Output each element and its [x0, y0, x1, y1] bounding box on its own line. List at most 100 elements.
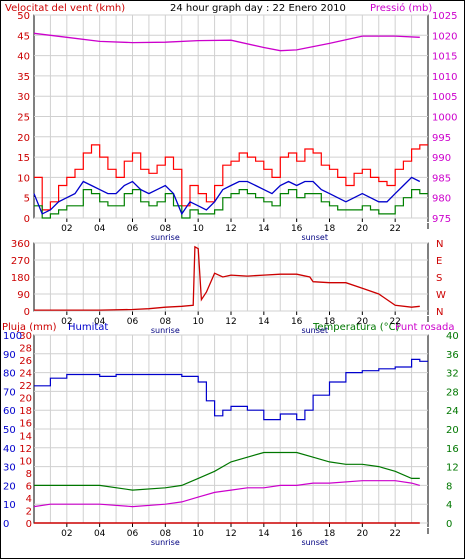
- sunset-label: sunset: [301, 233, 328, 242]
- humidity-tick-label: 50: [3, 425, 16, 436]
- x-tick-label: 08: [160, 224, 172, 234]
- humidity-axis-label: Humitat: [68, 322, 108, 333]
- y-tick-label-left: 15: [17, 153, 30, 164]
- x-tick-label: 18: [324, 529, 336, 539]
- x-tick-label: 12: [225, 317, 236, 327]
- wind-direction-series: [34, 245, 420, 311]
- rain-tick-label: 26: [19, 356, 32, 367]
- rain-tick-label: 10: [19, 456, 32, 467]
- y-tick-label-left: 45: [17, 31, 30, 42]
- sunrise-label: sunrise: [151, 538, 180, 547]
- x-tick-label: 06: [127, 317, 139, 327]
- y-tick-label-left: 25: [17, 113, 30, 124]
- humidity-series: [34, 358, 428, 421]
- rain-tick-label: 12: [19, 444, 32, 455]
- rain-axis-label: Pluja (mm): [2, 322, 57, 333]
- x-tick-label: 22: [389, 317, 400, 327]
- x-tick-label: 04: [94, 224, 106, 234]
- temperature-tick-label: 16: [446, 444, 459, 455]
- x-tick-label: 02: [61, 317, 72, 327]
- rain-tick-label: 4: [26, 494, 32, 505]
- humidity-tick-label: 30: [3, 463, 16, 474]
- y-tick-label-left: 360: [11, 239, 30, 250]
- y-tick-label-right: 1010: [432, 72, 457, 83]
- x-tick-label: 12: [225, 224, 236, 234]
- y-tick-label-left: 90: [17, 290, 30, 301]
- humidity-tick-label: 10: [3, 500, 16, 511]
- wind-low-series: [34, 189, 428, 219]
- x-tick-label: 16: [291, 317, 303, 327]
- wind-average-series: [33, 176, 421, 216]
- temperature-tick-label: 28: [446, 387, 459, 398]
- temperature-tick-label: 12: [446, 463, 459, 474]
- temperature-tick-label: 0: [446, 519, 452, 530]
- humidity-tick-label: 40: [3, 444, 16, 455]
- sunrise-label: sunrise: [151, 326, 180, 335]
- y-tick-label-right: 1000: [432, 113, 457, 124]
- temperature-tick-label: 40: [446, 331, 459, 342]
- compass-label: N: [436, 307, 443, 318]
- wind-direction-panel: 02 04 06 08 10 12 14 16 18 20 22 sunrise sunset 0 90 18…: [11, 239, 446, 335]
- wind-gust-series: [34, 144, 428, 211]
- y-tick-label-right: 975: [432, 214, 451, 225]
- dewpoint-axis-label: Punt rosada: [395, 322, 454, 333]
- rain-tick-label: 22: [19, 381, 32, 392]
- y-tick-label-right: 1020: [432, 31, 457, 42]
- y-tick-label-left: 20: [17, 133, 30, 144]
- humidity-tick-label: 100: [3, 331, 22, 342]
- y-tick-label-left: 180: [11, 273, 30, 284]
- x-tick-label: 04: [94, 317, 106, 327]
- x-tick-label: 08: [160, 529, 172, 539]
- rain-tick-label: 30: [19, 331, 32, 342]
- humidity-tick-label: 60: [3, 406, 16, 417]
- y-tick-label-right: 980: [432, 194, 451, 205]
- dewpoint-series: [33, 480, 420, 508]
- y-tick-label-left: 10: [17, 173, 30, 184]
- rain-tick-label: 14: [19, 431, 32, 442]
- y-tick-label-left: 0: [24, 307, 30, 318]
- temperature-tick-label: 24: [446, 406, 459, 417]
- x-tick-label: 14: [258, 529, 270, 539]
- x-tick-label: 12: [225, 529, 236, 539]
- x-tick-label: 02: [61, 224, 72, 234]
- rain-tick-label: 28: [19, 344, 32, 355]
- humidity-tick-label: 70: [3, 387, 16, 398]
- x-tick-label: 20: [357, 224, 369, 234]
- x-tick-label: 18: [324, 317, 336, 327]
- temperature-tick-label: 20: [446, 425, 459, 436]
- rain-tick-label: 8: [26, 469, 32, 480]
- x-tick-label: 10: [192, 224, 204, 234]
- y-tick-label-right: 985: [432, 173, 451, 184]
- x-tick-label: 06: [127, 529, 139, 539]
- temperature-tick-label: 36: [446, 350, 459, 361]
- x-tick-label: 22: [389, 529, 400, 539]
- y-tick-label-left: 270: [11, 256, 30, 267]
- rain-tick-label: 0: [26, 519, 32, 530]
- pressure-series: [33, 32, 420, 52]
- y-tick-label-left: 0: [24, 214, 30, 225]
- rain-tick-label: 16: [19, 419, 32, 430]
- x-tick-label: 02: [61, 529, 72, 539]
- x-tick-label: 18: [324, 224, 336, 234]
- y-tick-label-right: 990: [432, 153, 451, 164]
- humidity-tick-label: 90: [3, 350, 16, 361]
- y-tick-label-left: 35: [17, 72, 30, 83]
- x-tick-label: 20: [357, 317, 369, 327]
- x-tick-label: 20: [357, 529, 369, 539]
- x-tick-label: 06: [127, 224, 139, 234]
- temperature-tick-label: 4: [446, 500, 452, 511]
- x-tick-label: 04: [94, 529, 106, 539]
- y-tick-label-right: 1005: [432, 92, 457, 103]
- temperature-tick-label: 8: [446, 481, 452, 492]
- y-tick-label-left: 30: [17, 92, 30, 103]
- y-tick-label-right: 1025: [432, 11, 457, 22]
- y-tick-label-right: 1015: [432, 52, 457, 63]
- y-tick-label-left: 40: [17, 52, 30, 63]
- sunset-label: sunset: [301, 326, 328, 335]
- rain-tick-label: 20: [19, 394, 32, 405]
- x-tick-label: 08: [160, 317, 172, 327]
- humidity-tick-label: 0: [3, 519, 9, 530]
- rain-tick-label: 2: [26, 506, 32, 517]
